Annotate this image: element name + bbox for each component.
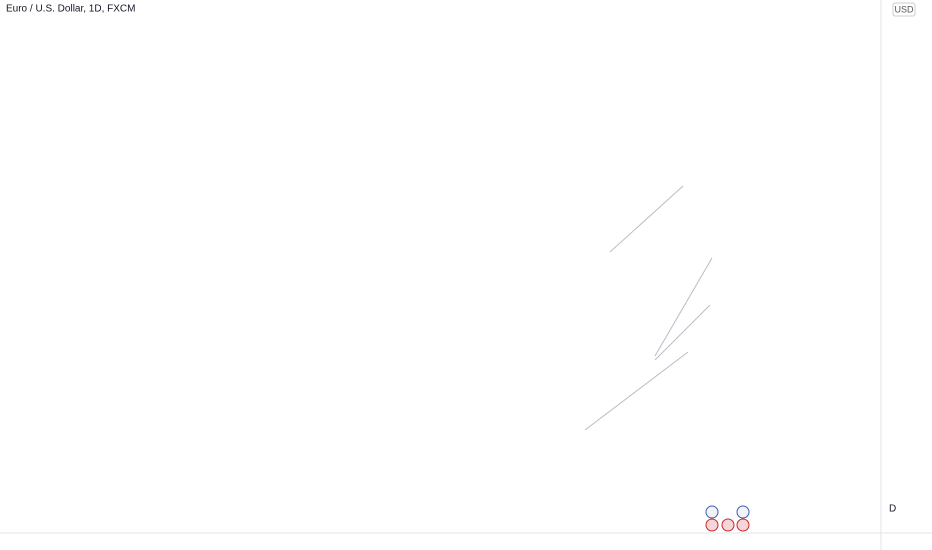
interval: D bbox=[889, 504, 896, 515]
callout-line bbox=[654, 304, 711, 361]
currency: USD bbox=[894, 4, 914, 14]
callout-lines bbox=[584, 185, 713, 431]
event-icon bbox=[736, 518, 750, 532]
event-icon bbox=[736, 505, 750, 519]
event-icons bbox=[705, 505, 750, 532]
callout-line bbox=[584, 351, 689, 431]
event-icon bbox=[705, 518, 719, 532]
currency-badge bbox=[892, 2, 916, 17]
event-icon bbox=[721, 518, 735, 532]
callout-line bbox=[654, 257, 713, 357]
event-icon bbox=[705, 505, 719, 519]
callout-line bbox=[609, 185, 684, 253]
chart-title: Euro / U.S. Dollar, 1D, FXCM bbox=[6, 4, 135, 15]
